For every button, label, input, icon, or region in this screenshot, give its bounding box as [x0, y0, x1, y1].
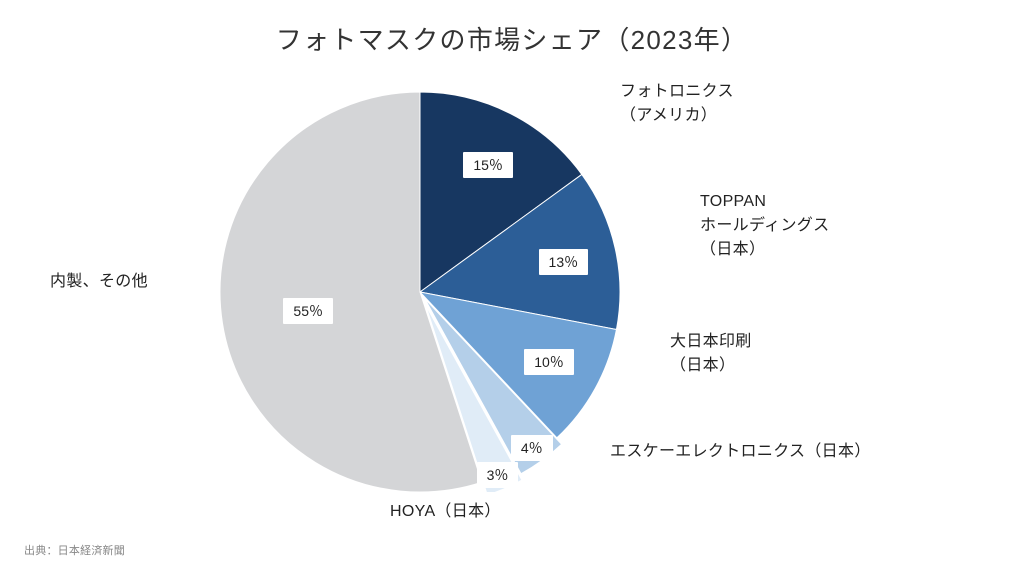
slice-ext-label: フォトロニクス（アメリカ） — [620, 80, 734, 128]
slice-pct-label: 15％ — [463, 152, 513, 178]
slice-ext-label: 内製、その他 — [50, 270, 230, 294]
slice-pct-label: 55％ — [283, 298, 333, 324]
pie-chart — [220, 92, 620, 492]
slice-ext-label: TOPPANホールディングス（日本） — [700, 190, 829, 262]
pie-svg — [220, 92, 620, 492]
slice-ext-label: HOYA（日本） — [390, 500, 501, 524]
slice-ext-label: 大日本印刷（日本） — [670, 330, 752, 378]
slice-pct-label: 13％ — [539, 249, 589, 275]
slice-pct-label: 10％ — [524, 349, 574, 375]
slice-pct-label: 3％ — [477, 462, 519, 488]
chart-container: フォトマスクの市場シェア（2023年） 出典：日本経済新聞 15％ フォトロニクス… — [0, 0, 1024, 576]
slice-ext-label: エスケーエレクトロニクス（日本） — [610, 440, 871, 464]
slice-pct-label: 4％ — [511, 435, 553, 461]
chart-source: 出典：日本経済新聞 — [24, 542, 125, 558]
chart-title: フォトマスクの市場シェア（2023年） — [0, 20, 1024, 57]
